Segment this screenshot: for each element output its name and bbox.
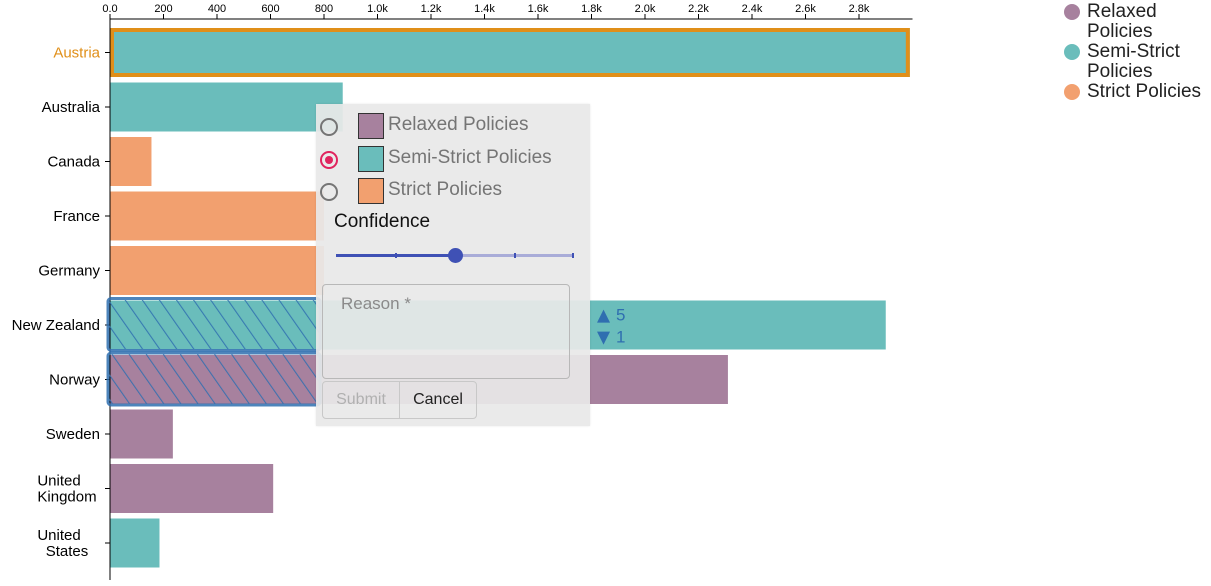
class-option[interactable]: Semi-Strict Policies bbox=[320, 145, 585, 176]
x-tick-label: 1.2k bbox=[421, 3, 442, 15]
radio-button[interactable] bbox=[320, 150, 338, 169]
confidence-slider[interactable] bbox=[336, 244, 574, 268]
category-label: Norway bbox=[49, 372, 100, 389]
x-tick-label: 400 bbox=[208, 3, 226, 15]
category-label: Germany bbox=[38, 263, 100, 280]
category-label: United States bbox=[37, 527, 88, 560]
class-option[interactable]: Relaxed Policies bbox=[320, 113, 585, 143]
x-tick-label: 1.0k bbox=[367, 3, 388, 15]
category-label: France bbox=[53, 208, 100, 225]
category-label: Sweden bbox=[46, 426, 100, 443]
thumbs-down-icon[interactable]: ▼ bbox=[597, 328, 611, 348]
radio-button[interactable] bbox=[320, 183, 338, 201]
slider-tick bbox=[514, 253, 516, 258]
category-label: Canada bbox=[47, 154, 100, 171]
annotation-scribble bbox=[106, 297, 322, 352]
legend-dot bbox=[1064, 84, 1080, 100]
x-tick-label: 1.4k bbox=[474, 3, 495, 15]
highlight-outline bbox=[110, 28, 910, 77]
x-tick-label: 800 bbox=[315, 3, 333, 15]
radio-button[interactable] bbox=[320, 118, 338, 136]
slider-tick bbox=[572, 253, 574, 258]
option-label: Relaxed Policies bbox=[388, 114, 529, 135]
bar-austria[interactable] bbox=[110, 28, 910, 77]
confidence-label: Confidence bbox=[334, 211, 431, 232]
class-option[interactable]: Strict Policies bbox=[320, 178, 585, 208]
x-tick-label: 600 bbox=[261, 3, 279, 15]
bar-france[interactable] bbox=[110, 191, 324, 241]
annotation-scribble bbox=[106, 351, 322, 407]
slider-thumb[interactable] bbox=[448, 248, 463, 263]
legend-label: Semi-Strict Policies bbox=[1087, 41, 1180, 82]
downvote-count: 1 bbox=[616, 328, 625, 347]
bar-canada[interactable] bbox=[110, 137, 152, 186]
legend-item[interactable]: Strict Policies bbox=[1064, 82, 1211, 102]
upvote-count: 5 bbox=[616, 306, 625, 325]
x-tick-label: 200 bbox=[154, 3, 172, 15]
submit-button[interactable]: Submit bbox=[322, 381, 400, 419]
legend-label: Strict Policies bbox=[1087, 81, 1202, 102]
x-tick-label: 2.6k bbox=[795, 3, 816, 15]
color-swatch bbox=[358, 113, 384, 139]
x-tick-label: 2.4k bbox=[742, 3, 763, 15]
option-label: Semi-Strict Policies bbox=[388, 146, 552, 168]
bar-united-kingdom[interactable] bbox=[110, 464, 274, 513]
option-label: Strict Policies bbox=[388, 179, 503, 200]
category-label: United Kingdom bbox=[37, 473, 96, 506]
x-tick-label: 0.0 bbox=[102, 3, 117, 15]
category-label: Australia bbox=[42, 99, 101, 116]
legend-label: Relaxed Policies bbox=[1087, 1, 1157, 42]
color-swatch bbox=[358, 178, 384, 204]
legend-item[interactable]: Relaxed Policies bbox=[1064, 2, 1211, 42]
bar-united-states[interactable] bbox=[110, 518, 160, 568]
color-swatch bbox=[358, 145, 384, 172]
thumbs-up-icon[interactable]: ▲ bbox=[597, 306, 611, 326]
x-tick-label: 1.6k bbox=[528, 3, 549, 15]
bar-germany[interactable] bbox=[110, 246, 324, 295]
cancel-button[interactable]: Cancel bbox=[399, 381, 477, 419]
x-tick-label: 2.0k bbox=[635, 3, 656, 15]
x-tick-label: 2.8k bbox=[849, 3, 870, 15]
reason-label: Reason * bbox=[341, 294, 411, 313]
popup-actions: Submit Cancel bbox=[322, 381, 477, 419]
reason-textarea[interactable]: Reason * bbox=[322, 284, 570, 379]
slider-tick bbox=[395, 253, 397, 258]
category-label: New Zealand bbox=[12, 317, 100, 334]
legend-dot bbox=[1064, 44, 1080, 60]
bar-australia[interactable] bbox=[110, 82, 343, 132]
x-tick-label: 1.8k bbox=[581, 3, 602, 15]
category-label: Austria bbox=[53, 45, 100, 62]
bar-sweden[interactable] bbox=[110, 409, 173, 459]
x-tick-label: 2.2k bbox=[688, 3, 709, 15]
legend-dot bbox=[1064, 4, 1080, 20]
legend-item[interactable]: Semi-Strict Policies bbox=[1064, 42, 1211, 82]
legend: Relaxed Policies Semi-Strict Policies Stri… bbox=[1064, 2, 1211, 102]
label-popup: Relaxed Policies Semi-Strict Policies Stri… bbox=[316, 104, 590, 426]
